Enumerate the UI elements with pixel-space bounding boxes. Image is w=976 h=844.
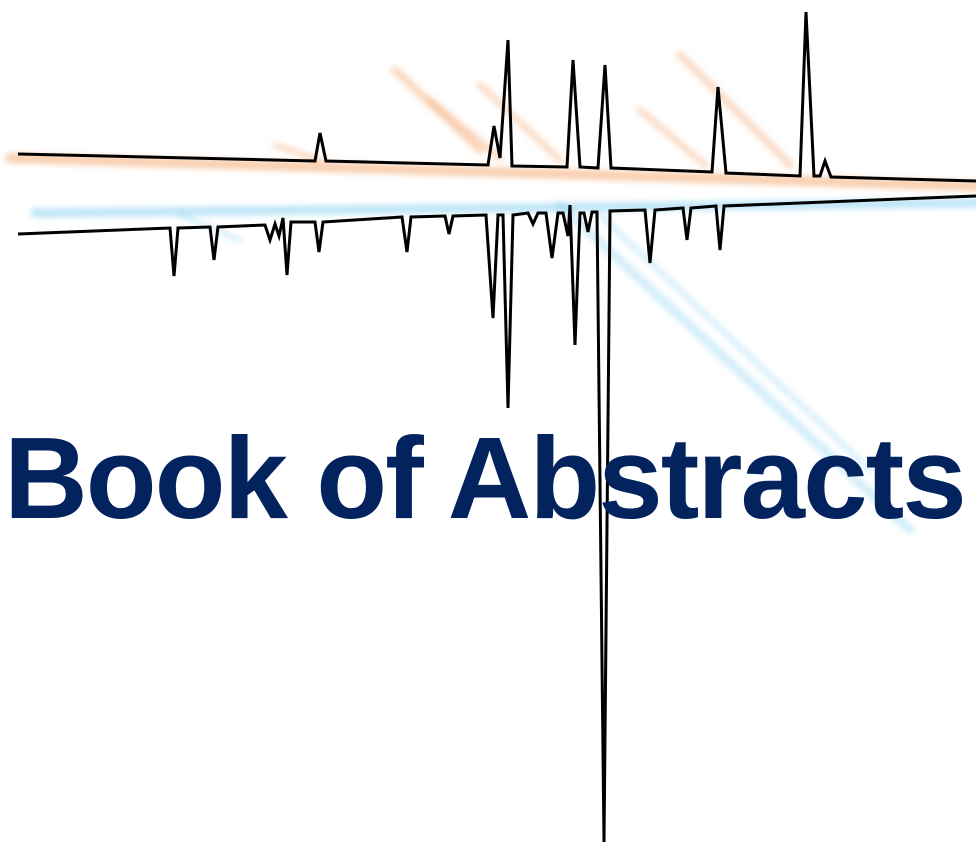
upper-spectrum-line <box>17 11 976 183</box>
lower-spectrum-line <box>17 194 976 843</box>
upper-glow <box>5 51 976 191</box>
lower-glow <box>30 198 976 535</box>
page-title: Book of Abstracts <box>4 413 967 543</box>
